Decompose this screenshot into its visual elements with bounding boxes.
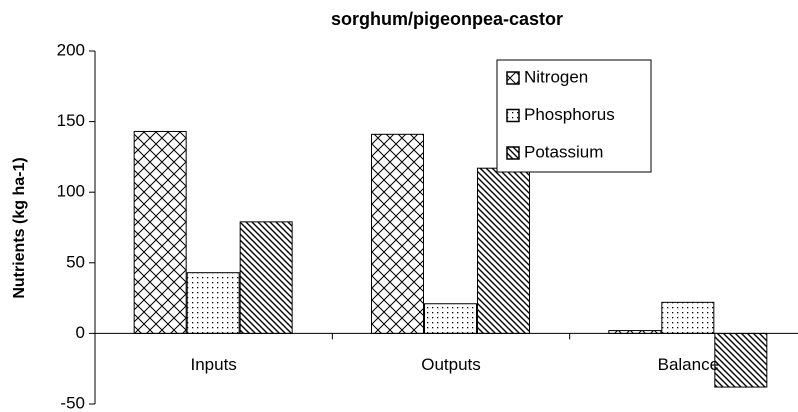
y-axis-label: Nutrients (kg ha-1) xyxy=(11,157,28,298)
chart-title: sorghum/pigeonpea-castor xyxy=(331,9,563,29)
legend-label: Phosphorus xyxy=(524,105,615,124)
legend-swatch xyxy=(506,146,520,160)
y-tick-label: 200 xyxy=(57,40,85,59)
y-tick-label: 100 xyxy=(57,182,85,201)
legend-swatch xyxy=(506,71,520,85)
legend-swatch xyxy=(506,108,520,123)
bar xyxy=(424,303,477,334)
bar xyxy=(661,301,715,334)
bar xyxy=(371,133,424,334)
legend-label: Nitrogen xyxy=(524,67,588,86)
x-tick-label: Inputs xyxy=(191,355,237,374)
bar xyxy=(477,167,530,334)
y-tick-label: 150 xyxy=(57,111,85,130)
bar xyxy=(714,332,768,388)
bar xyxy=(239,221,293,334)
legend-box xyxy=(496,59,652,173)
bar xyxy=(186,272,240,334)
x-tick-label: Outputs xyxy=(421,355,481,374)
y-tick-label: -50 xyxy=(60,393,85,412)
y-tick-label: 0 xyxy=(76,323,85,342)
x-tick-label: Balance xyxy=(658,355,719,374)
bar xyxy=(133,130,187,334)
legend-label: Potassium xyxy=(524,142,603,161)
y-tick-label: 50 xyxy=(66,252,85,271)
